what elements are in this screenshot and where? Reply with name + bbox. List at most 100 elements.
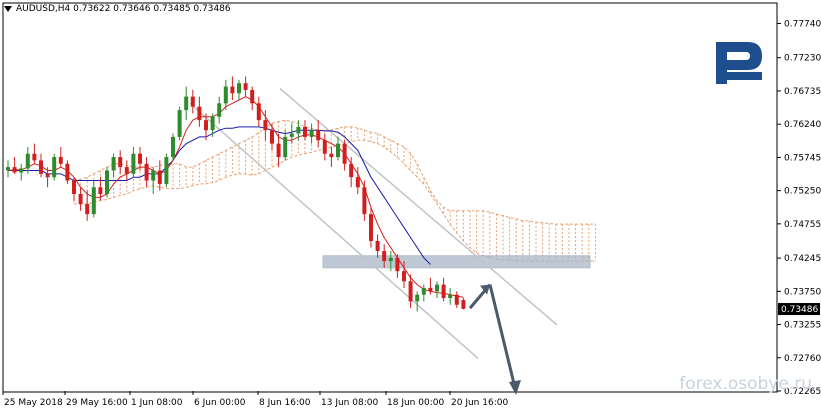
candle-body bbox=[131, 153, 136, 174]
candle[interactable] bbox=[375, 234, 380, 258]
candle[interactable] bbox=[276, 133, 281, 168]
candle[interactable] bbox=[355, 167, 360, 194]
candle[interactable] bbox=[39, 153, 43, 178]
candle-body bbox=[190, 96, 195, 107]
candle[interactable] bbox=[204, 113, 208, 141]
candle[interactable] bbox=[118, 150, 123, 174]
candle[interactable] bbox=[342, 140, 347, 171]
candle[interactable] bbox=[25, 146, 30, 174]
candle[interactable] bbox=[296, 120, 301, 141]
candle-body bbox=[296, 126, 301, 134]
candle[interactable] bbox=[138, 146, 142, 171]
candle[interactable] bbox=[105, 167, 109, 198]
candle-body bbox=[217, 103, 222, 117]
candle[interactable] bbox=[243, 76, 248, 97]
channel-lower-line[interactable] bbox=[189, 102, 479, 360]
candle-body bbox=[230, 86, 235, 94]
candle[interactable] bbox=[230, 76, 235, 100]
candle[interactable] bbox=[256, 96, 261, 127]
candle[interactable] bbox=[408, 274, 413, 309]
candle[interactable] bbox=[402, 261, 406, 288]
candle[interactable] bbox=[124, 160, 129, 181]
candle[interactable] bbox=[388, 251, 393, 272]
candle[interactable] bbox=[19, 163, 24, 181]
candle[interactable] bbox=[283, 130, 288, 161]
candle[interactable] bbox=[263, 110, 268, 141]
candle[interactable] bbox=[237, 79, 241, 100]
candle[interactable] bbox=[164, 153, 169, 188]
y-tick-label: 0.72265 bbox=[784, 387, 821, 397]
candle[interactable] bbox=[382, 244, 387, 268]
candle-body bbox=[408, 281, 413, 302]
axes: 0.77740 0.77230 0.76735 0.76240 0.75745 0.752… bbox=[2, 19, 821, 408]
candle[interactable] bbox=[303, 120, 307, 141]
candle[interactable] bbox=[421, 284, 426, 302]
y-tick-label: 0.75745 bbox=[784, 153, 821, 163]
candle[interactable] bbox=[52, 153, 57, 181]
candle-body bbox=[223, 86, 228, 104]
candle[interactable] bbox=[441, 277, 446, 302]
candle[interactable] bbox=[131, 146, 136, 178]
forecast-down-arrow-shaft bbox=[488, 284, 518, 393]
candle[interactable] bbox=[171, 133, 175, 161]
candle-body bbox=[111, 157, 116, 171]
candle[interactable] bbox=[369, 207, 373, 248]
candle[interactable] bbox=[157, 160, 162, 191]
candle-body bbox=[250, 89, 255, 104]
candle[interactable] bbox=[12, 157, 17, 174]
candle[interactable] bbox=[329, 146, 334, 168]
candle[interactable] bbox=[32, 143, 37, 164]
candle[interactable] bbox=[91, 180, 96, 218]
candle[interactable] bbox=[289, 123, 294, 144]
candle[interactable] bbox=[448, 287, 453, 305]
candle[interactable] bbox=[144, 157, 149, 188]
candle-body bbox=[25, 153, 30, 169]
candle-body bbox=[210, 116, 215, 131]
candle[interactable] bbox=[151, 167, 156, 194]
candle[interactable] bbox=[395, 254, 400, 278]
candle[interactable] bbox=[270, 123, 274, 151]
candle-body bbox=[157, 170, 162, 184]
candle[interactable] bbox=[78, 187, 83, 211]
kijun-line bbox=[8, 126, 431, 265]
candle[interactable] bbox=[309, 123, 314, 144]
candle-body bbox=[289, 133, 294, 137]
candle[interactable] bbox=[223, 79, 228, 111]
high-value: 0.73646 bbox=[113, 4, 151, 14]
candle[interactable] bbox=[85, 190, 90, 221]
candle[interactable] bbox=[6, 160, 10, 178]
candle[interactable] bbox=[111, 153, 116, 178]
candle-body bbox=[388, 257, 393, 262]
candle-body bbox=[421, 287, 426, 295]
candle[interactable] bbox=[72, 177, 76, 201]
dropdown-triangle-icon[interactable] bbox=[4, 5, 12, 12]
candle[interactable] bbox=[454, 291, 459, 309]
candle[interactable] bbox=[322, 133, 327, 161]
candle[interactable] bbox=[461, 298, 466, 310]
candle[interactable] bbox=[349, 157, 354, 188]
candle[interactable] bbox=[210, 113, 215, 137]
channel-upper-line[interactable] bbox=[279, 88, 558, 326]
candle[interactable] bbox=[217, 96, 222, 124]
candle[interactable] bbox=[336, 136, 340, 161]
candle[interactable] bbox=[45, 167, 50, 188]
candle[interactable] bbox=[435, 281, 439, 299]
candle[interactable] bbox=[58, 146, 63, 168]
candle[interactable] bbox=[428, 277, 433, 295]
candle-body bbox=[72, 180, 76, 194]
candle[interactable] bbox=[197, 96, 202, 127]
candle[interactable] bbox=[184, 86, 189, 121]
candle[interactable] bbox=[190, 89, 195, 114]
candle[interactable] bbox=[250, 86, 255, 111]
candle[interactable] bbox=[415, 291, 420, 312]
candle-body bbox=[78, 193, 83, 205]
y-tick-label: 0.74755 bbox=[784, 220, 821, 230]
candle-body bbox=[303, 126, 307, 137]
candle[interactable] bbox=[177, 106, 182, 141]
candle-body bbox=[105, 170, 109, 194]
candle[interactable] bbox=[362, 180, 367, 221]
candle[interactable] bbox=[65, 160, 70, 184]
candle[interactable] bbox=[316, 120, 321, 147]
candle[interactable] bbox=[98, 177, 103, 201]
